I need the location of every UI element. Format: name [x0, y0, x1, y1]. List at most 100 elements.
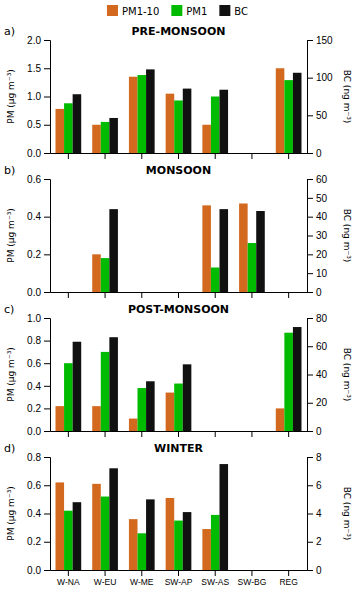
y2-axis-tick-mark: [307, 78, 313, 79]
y2-axis-tick: 60: [307, 341, 328, 352]
x-axis-tick: [288, 431, 289, 437]
legend-swatch: [171, 5, 182, 16]
x-axis-tick: SW-BG: [238, 570, 267, 587]
x-axis-tick-mark: [288, 431, 289, 437]
bar: [166, 393, 175, 431]
panel-title: PRE-MONSOON: [132, 25, 226, 38]
y-axis-tick: 0.4: [27, 211, 50, 222]
bar: [138, 388, 147, 431]
y2-axis-tick-label: 20: [316, 397, 328, 408]
x-axis-tick: [178, 292, 179, 298]
bar: [56, 406, 65, 431]
y-axis-tick-mark: [44, 542, 50, 543]
bar: [64, 103, 73, 153]
y-axis-line: [44, 319, 51, 432]
y-axis-tick: 0.2: [27, 403, 50, 414]
y-axis-tick-label: 2.0: [27, 35, 41, 46]
y-axis-tick-label: 0.2: [27, 403, 41, 414]
y-axis-tick: 0.0: [27, 565, 50, 576]
bar: [211, 268, 220, 292]
y-axis-tick-label: 0.2: [27, 249, 41, 260]
x-axis-tick: [288, 292, 289, 298]
y-axis-tick-mark: [44, 153, 50, 154]
x-axis-tick: [141, 153, 142, 159]
x-axis-tick-mark: [215, 153, 216, 159]
y-axis-tick: 0.8: [27, 452, 50, 463]
y2-axis-tick-label: 0: [316, 565, 322, 576]
x-axis-tick-mark: [178, 292, 179, 298]
x-axis: [51, 153, 308, 159]
y2-axis-tick-label: 0: [316, 148, 322, 159]
y2-axis-tick-mark: [307, 431, 313, 432]
bar: [202, 125, 211, 153]
x-axis-tick: [141, 292, 142, 298]
y2-axis-tick: 80: [307, 313, 328, 324]
bar: [101, 497, 110, 570]
panel: 0.00.20.40.60102030405060MONSOON: [27, 164, 327, 298]
y-axis-tick: 0.6: [27, 174, 50, 185]
x-axis: W-NAW-EUW-MESW-APSW-ASSW-BGREG: [51, 570, 308, 587]
y-axis-tick: 0.0: [27, 148, 50, 159]
x-axis-tick: [68, 431, 69, 437]
x-axis: [51, 431, 308, 437]
y2-axis-line: [308, 319, 314, 432]
y2-axis-tick: 8: [307, 452, 322, 463]
x-axis-tick-mark: [68, 153, 69, 159]
legend-label: PM1: [186, 6, 207, 17]
y2-axis-tick: 40: [307, 211, 328, 222]
y-axis-tick-label: 0.8: [27, 452, 41, 463]
bar: [211, 515, 220, 570]
y2-axis-tick-label: 10: [316, 268, 328, 279]
x-axis-tick-label: REG: [279, 577, 297, 587]
bar: [174, 384, 183, 431]
x-axis-tick-mark: [215, 292, 216, 298]
y2-axis-tick: 0: [307, 148, 322, 159]
y-axis-tick: 0.2: [27, 249, 50, 260]
x-axis-tick: [105, 153, 106, 159]
y2-axis-tick: 6: [307, 480, 322, 491]
y-axis: 0.00.20.40.60.8: [27, 452, 50, 576]
x-axis-tick-mark: [178, 153, 179, 159]
y-axis-tick: 0.4: [27, 508, 50, 519]
y2-axis: 050100150: [307, 35, 333, 159]
x-axis-tick: W-EU: [94, 570, 117, 587]
x-axis-tick-mark: [68, 570, 69, 576]
x-axis-tick: [251, 292, 252, 298]
y-axis-tick: 0.2: [27, 536, 50, 547]
y2-axis-tick: 20: [307, 249, 328, 260]
y-axis-tick: 0.5: [27, 119, 50, 130]
x-axis-tick-mark: [68, 431, 69, 437]
bar: [219, 90, 228, 153]
y-axis-tick-label: 0.6: [27, 174, 41, 185]
bar: [219, 209, 228, 292]
y2-axis-tick-mark: [307, 457, 313, 458]
x-axis-tick: [105, 292, 106, 298]
bar: [129, 77, 138, 153]
y-axis-tick-label: 1.0: [27, 91, 41, 102]
x-axis-tick-mark: [105, 153, 106, 159]
y2-axis-tick: 10: [307, 268, 328, 279]
x-axis-tick-mark: [251, 292, 252, 298]
bar: [183, 364, 192, 431]
y2-axis-tick-label: 80: [316, 313, 328, 324]
x-axis-tick-mark: [141, 570, 142, 576]
x-axis-tick-mark: [251, 570, 252, 576]
y-axis-tick-label: 0.8: [27, 335, 41, 346]
y-axis-tick-mark: [44, 341, 50, 342]
x-axis-tick: [178, 153, 179, 159]
bar: [73, 342, 82, 431]
y-axis-tick: 0.0: [27, 426, 50, 437]
y2-axis-tick: 150: [307, 35, 333, 46]
y-axis-title: PM (μg m⁻³): [6, 486, 16, 541]
x-axis-tick-mark: [215, 431, 216, 437]
x-axis-tick-mark: [251, 153, 252, 159]
panel-label: d): [4, 442, 15, 455]
y-axis-tick: 1.5: [27, 63, 50, 74]
y2-axis-tick-mark: [307, 115, 313, 116]
y2-axis-line: [308, 180, 314, 293]
x-axis-tick: [215, 292, 216, 298]
y-axis: 0.0 0.5 1.0 1.5 2.0: [27, 35, 50, 159]
bar: [92, 484, 101, 570]
x-axis-tick-mark: [68, 292, 69, 298]
bar: [129, 519, 138, 570]
